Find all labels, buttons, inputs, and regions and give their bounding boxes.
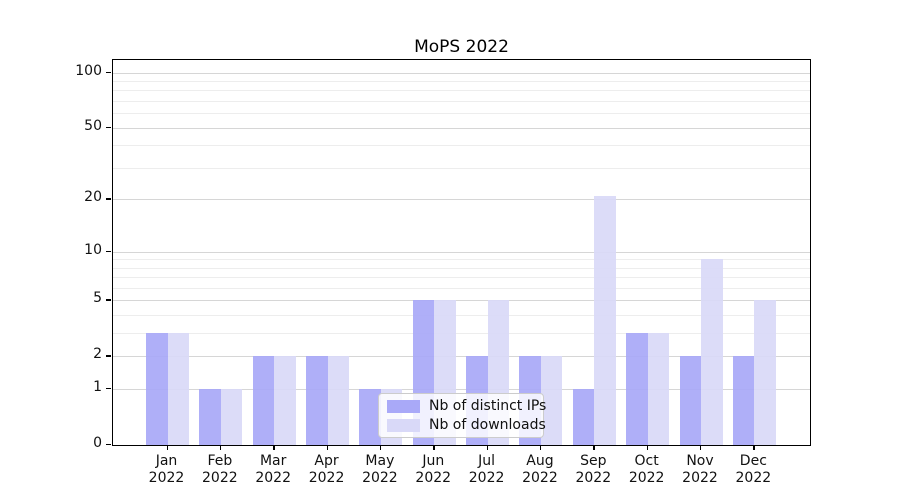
gridline-minor (113, 259, 810, 261)
plot-area (112, 59, 811, 446)
bar-downloads-sep (594, 195, 616, 445)
bar-downloads-nov (701, 259, 723, 445)
gridline-major (113, 199, 810, 201)
bar-downloads-oct (647, 333, 670, 445)
y-tick-label: 10 (84, 241, 102, 258)
gridline-minor (113, 90, 810, 92)
x-tick-label-jul: Jul 2022 (468, 453, 505, 486)
gridline-minor (113, 315, 810, 317)
gridline-major (113, 127, 810, 129)
gridline-minor (113, 145, 810, 147)
legend-swatch-distinct-ips-icon (387, 399, 420, 413)
x-tick-mark (753, 445, 755, 450)
x-tick-mark (326, 445, 328, 450)
bar-distinct-ips-mar (252, 356, 275, 445)
gridline-minor (113, 333, 810, 335)
gridline-major (113, 72, 810, 74)
x-tick-label-jan: Jan 2022 (148, 453, 185, 486)
gridline-minor (113, 81, 810, 82)
y-tick-label: 1 (93, 379, 102, 396)
bar-distinct-ips-may (359, 389, 381, 445)
x-tick-label-aug: Aug 2022 (522, 453, 558, 486)
x-tick-mark (593, 445, 595, 450)
chart-title: MoPS 2022 (414, 37, 509, 57)
x-tick-label-oct: Oct 2022 (628, 453, 665, 486)
x-tick-label-mar: Mar 2022 (255, 453, 291, 486)
x-tick-mark (219, 445, 222, 450)
x-tick-label-dec: Dec 2022 (735, 453, 772, 486)
gridline-minor (113, 287, 810, 289)
y-tick-mark (106, 198, 111, 200)
x-tick-mark (379, 445, 382, 450)
x-tick-label-sep: Sep 2022 (575, 453, 612, 486)
gridline-minor (113, 267, 810, 269)
x-tick-mark (486, 445, 488, 450)
x-tick-label-may: May 2022 (362, 453, 398, 486)
x-tick-mark (646, 445, 649, 450)
bar-downloads-jan (167, 333, 189, 445)
legend-item-downloads: Nb of downloads (387, 417, 546, 433)
x-tick-mark (166, 445, 168, 450)
legend-label-downloads: Nb of downloads (429, 417, 546, 433)
gridline-minor (113, 277, 810, 279)
y-tick-label: 2 (93, 346, 102, 363)
y-tick-mark (106, 355, 111, 357)
y-tick-label: 0 (93, 435, 102, 451)
y-tick-label: 100 (75, 62, 102, 79)
bar-distinct-ips-oct (626, 333, 648, 445)
legend: Nb of distinct IPs Nb of downloads (378, 393, 546, 438)
gridline-minor (113, 101, 810, 103)
x-tick-mark (273, 445, 275, 450)
y-tick-mark (106, 250, 111, 252)
bar-downloads-mar (274, 356, 296, 445)
x-tick-label-apr: Apr 2022 (308, 453, 345, 486)
x-tick-mark (433, 445, 435, 450)
y-tick-mark (106, 126, 111, 129)
y-tick-label: 50 (84, 117, 102, 134)
y-tick-label: 20 (84, 189, 102, 206)
x-tick-mark (539, 445, 542, 450)
bar-downloads-aug (540, 356, 563, 445)
gridline-major (113, 300, 810, 302)
gridline-minor (113, 167, 810, 169)
bar-downloads-apr (327, 356, 350, 445)
bar-downloads-dec (754, 300, 776, 445)
bar-distinct-ips-dec (732, 356, 755, 445)
bar-distinct-ips-apr (306, 356, 328, 445)
legend-label-distinct-ips: Nb of distinct IPs (429, 398, 547, 414)
x-tick-label-jun: Jun 2022 (415, 453, 452, 486)
bar-distinct-ips-nov (679, 356, 701, 445)
y-tick-mark (106, 299, 111, 301)
y-tick-mark (106, 444, 111, 446)
bar-distinct-ips-sep (572, 389, 595, 445)
x-tick-label-nov: Nov 2022 (682, 453, 718, 486)
x-tick-label-feb: Feb 2022 (202, 453, 238, 486)
y-tick-label: 5 (93, 290, 102, 307)
y-tick-mark (106, 71, 111, 73)
legend-item-distinct-ips: Nb of distinct IPs (387, 398, 546, 414)
gridline-minor (113, 113, 810, 115)
bar-downloads-feb (220, 389, 243, 445)
x-tick-mark (700, 445, 702, 450)
gridline-major (113, 251, 810, 253)
gridline-major (113, 389, 810, 391)
legend-swatch-downloads-icon (387, 418, 420, 432)
bar-distinct-ips-jan (146, 333, 168, 445)
y-tick-mark (106, 388, 111, 390)
bar-distinct-ips-feb (199, 389, 221, 445)
gridline-major (113, 356, 810, 358)
